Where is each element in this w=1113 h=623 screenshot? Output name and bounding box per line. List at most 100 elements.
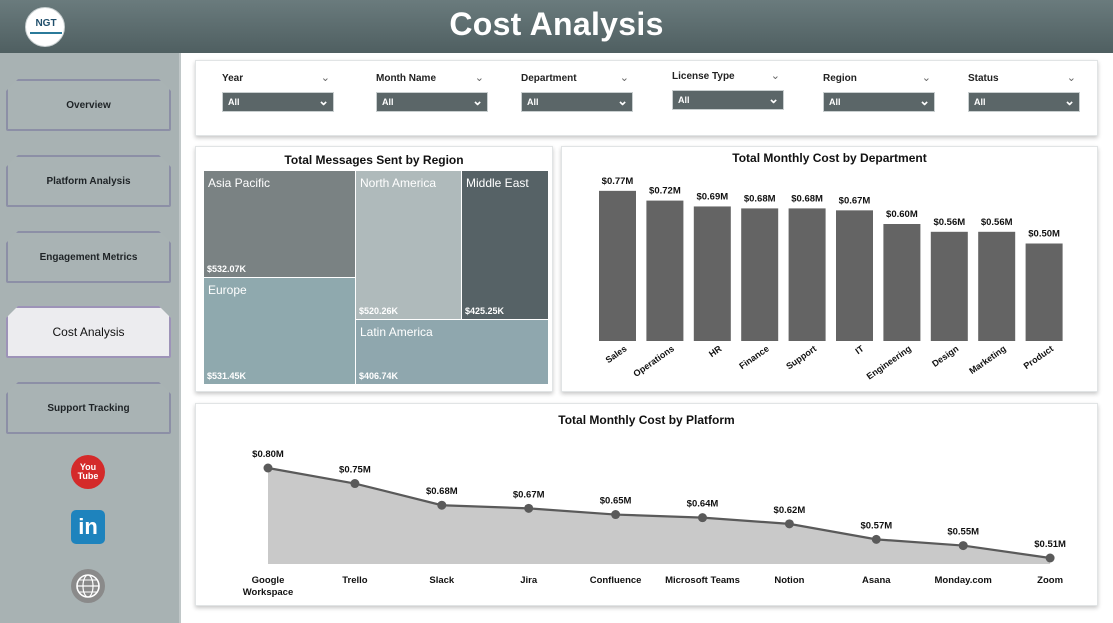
treemap-tile-latin-america[interactable]: Latin America $406.74K (356, 320, 548, 384)
status-dropdown[interactable]: All ⌄ (968, 92, 1080, 112)
data-point-7 (871, 534, 881, 544)
filter-month-name: Month Name ⌄ All ⌄ (376, 72, 488, 112)
page-title: Cost Analysis (449, 6, 664, 42)
globe-icon (76, 574, 100, 598)
linkedin-icon[interactable]: in (71, 510, 105, 544)
region-dropdown[interactable]: All ⌄ (823, 92, 935, 112)
platform-cost-card: Total Monthly Cost by Platform $0.80M Goo… (195, 403, 1098, 606)
chevron-down-icon[interactable]: ⌄ (921, 72, 931, 84)
x-axis-label: Asana (862, 575, 891, 586)
area-chart-title: Total Monthly Cost by Platform (558, 413, 735, 427)
point-data-label: $0.68M (426, 486, 458, 497)
point-data-label: $0.57M (860, 520, 892, 531)
point-data-label: $0.75M (339, 465, 371, 476)
x-axis-label: Notion (774, 575, 804, 586)
logo-text: NGT (35, 18, 57, 29)
company-logo[interactable]: NGT (25, 7, 65, 47)
data-point-0 (263, 463, 273, 473)
point-data-label: $0.51M (1034, 539, 1066, 550)
filter-label: Month Name (376, 73, 436, 84)
x-axis-label: Trello (342, 575, 368, 586)
bar-category-label: Product (1022, 343, 1056, 371)
year-dropdown[interactable]: All ⌄ (222, 92, 334, 112)
dropdown-value: All (974, 97, 986, 107)
youtube-icon[interactable]: You Tube (71, 455, 105, 489)
data-point-4 (611, 510, 621, 520)
chevron-down-icon[interactable]: ⌄ (619, 72, 629, 84)
sidebar-item-platform-analysis[interactable]: Platform Analysis (6, 155, 171, 207)
chevron-down-icon[interactable]: ⌄ (770, 70, 780, 82)
header-bar: NGT Cost Analysis (0, 0, 1113, 53)
tile-value: $532.07K (207, 264, 247, 274)
bar-chart: $0.77M Sales $0.72M Operations $0.69M HR $0.68… (599, 176, 1063, 381)
bar-data-label: $0.56M (933, 217, 965, 228)
sidebar-item-cost-analysis[interactable]: Cost Analysis (6, 306, 171, 358)
bar-data-label: $0.67M (839, 195, 871, 206)
youtube-icon-text: You Tube (77, 462, 99, 481)
filter-department: Department ⌄ All ⌄ (521, 72, 633, 112)
license-type-dropdown[interactable]: All ⌄ (672, 90, 784, 110)
bar-data-label: $0.50M (1028, 229, 1060, 240)
point-data-label: $0.67M (513, 489, 545, 500)
bar-engineering (883, 224, 921, 341)
bar-hr (693, 206, 731, 341)
filter-label: License Type (672, 71, 735, 82)
x-axis-label: Microsoft Teams (665, 575, 740, 586)
tile-value: $425.25K (465, 306, 505, 316)
dropdown-value: All (527, 97, 539, 107)
data-point-5 (698, 513, 707, 523)
data-point-9 (1045, 553, 1055, 563)
treemap-tile-asia-pacific[interactable]: Asia Pacific $532.07K (204, 171, 355, 277)
bar-category-label: Operations (631, 343, 676, 378)
sidebar: Overview Platform Analysis Engagement Me… (0, 53, 181, 623)
bar-category-label: Engineering (865, 343, 913, 381)
tile-value: $406.74K (359, 371, 399, 381)
dropdown-value: All (228, 97, 240, 107)
bar-data-label: $0.68M (744, 193, 776, 204)
x-axis-label: Workspace (243, 587, 294, 598)
bar-product (1025, 243, 1063, 341)
chevron-down-icon[interactable]: ⌄ (1066, 72, 1076, 84)
department-dropdown[interactable]: All ⌄ (521, 92, 633, 112)
data-point-1 (350, 479, 360, 489)
bar-category-label: HR (707, 343, 724, 359)
data-point-2 (437, 500, 447, 510)
bar-data-label: $0.68M (791, 193, 823, 204)
treemap-tile-middle-east[interactable]: Middle East $425.25K (462, 171, 548, 319)
area-line (267, 466, 1051, 560)
x-axis-label: Monday.com (935, 575, 992, 586)
bar-category-label: IT (853, 343, 866, 356)
chevron-down-icon[interactable]: ⌄ (320, 72, 330, 84)
point-data-label: $0.62M (774, 505, 806, 516)
bar-category-label: Marketing (967, 343, 1008, 376)
sidebar-item-engagement-metrics[interactable]: Engagement Metrics (6, 231, 171, 283)
dropdown-value: All (382, 97, 394, 107)
filter-panel: Year ⌄ All ⌄ Month Name ⌄ All ⌄ Departme… (195, 60, 1098, 136)
chevron-down-icon: ⌄ (617, 93, 628, 108)
bar-data-label: $0.77M (602, 176, 634, 187)
chevron-down-icon: ⌄ (768, 91, 779, 106)
website-globe-icon[interactable] (71, 569, 105, 603)
filter-label: Status (968, 73, 999, 84)
bar-it (836, 210, 873, 341)
department-cost-card: Total Monthly Cost by Department $0.77M S… (561, 146, 1098, 392)
sidebar-item-support-tracking[interactable]: Support Tracking (6, 382, 171, 434)
tile-name: Europe (208, 283, 247, 297)
chevron-down-icon[interactable]: ⌄ (474, 72, 484, 84)
chevron-down-icon: ⌄ (318, 93, 329, 108)
data-point-3 (524, 503, 534, 513)
bar-data-label: $0.69M (696, 191, 728, 202)
treemap-tile-north-america[interactable]: North America $520.26K (356, 171, 461, 319)
x-axis-label: Slack (429, 575, 455, 586)
filter-label: Year (222, 73, 244, 84)
bar-operations (646, 200, 684, 341)
sidebar-item-overview[interactable]: Overview (6, 79, 171, 131)
filter-label: Department (521, 73, 577, 84)
bar-data-label: $0.56M (981, 217, 1013, 228)
point-data-label: $0.65M (600, 496, 632, 507)
filter-status: Status ⌄ All ⌄ (968, 72, 1080, 112)
month-name-dropdown[interactable]: All ⌄ (376, 92, 488, 112)
treemap-tile-europe[interactable]: Europe $531.45K (204, 278, 355, 384)
